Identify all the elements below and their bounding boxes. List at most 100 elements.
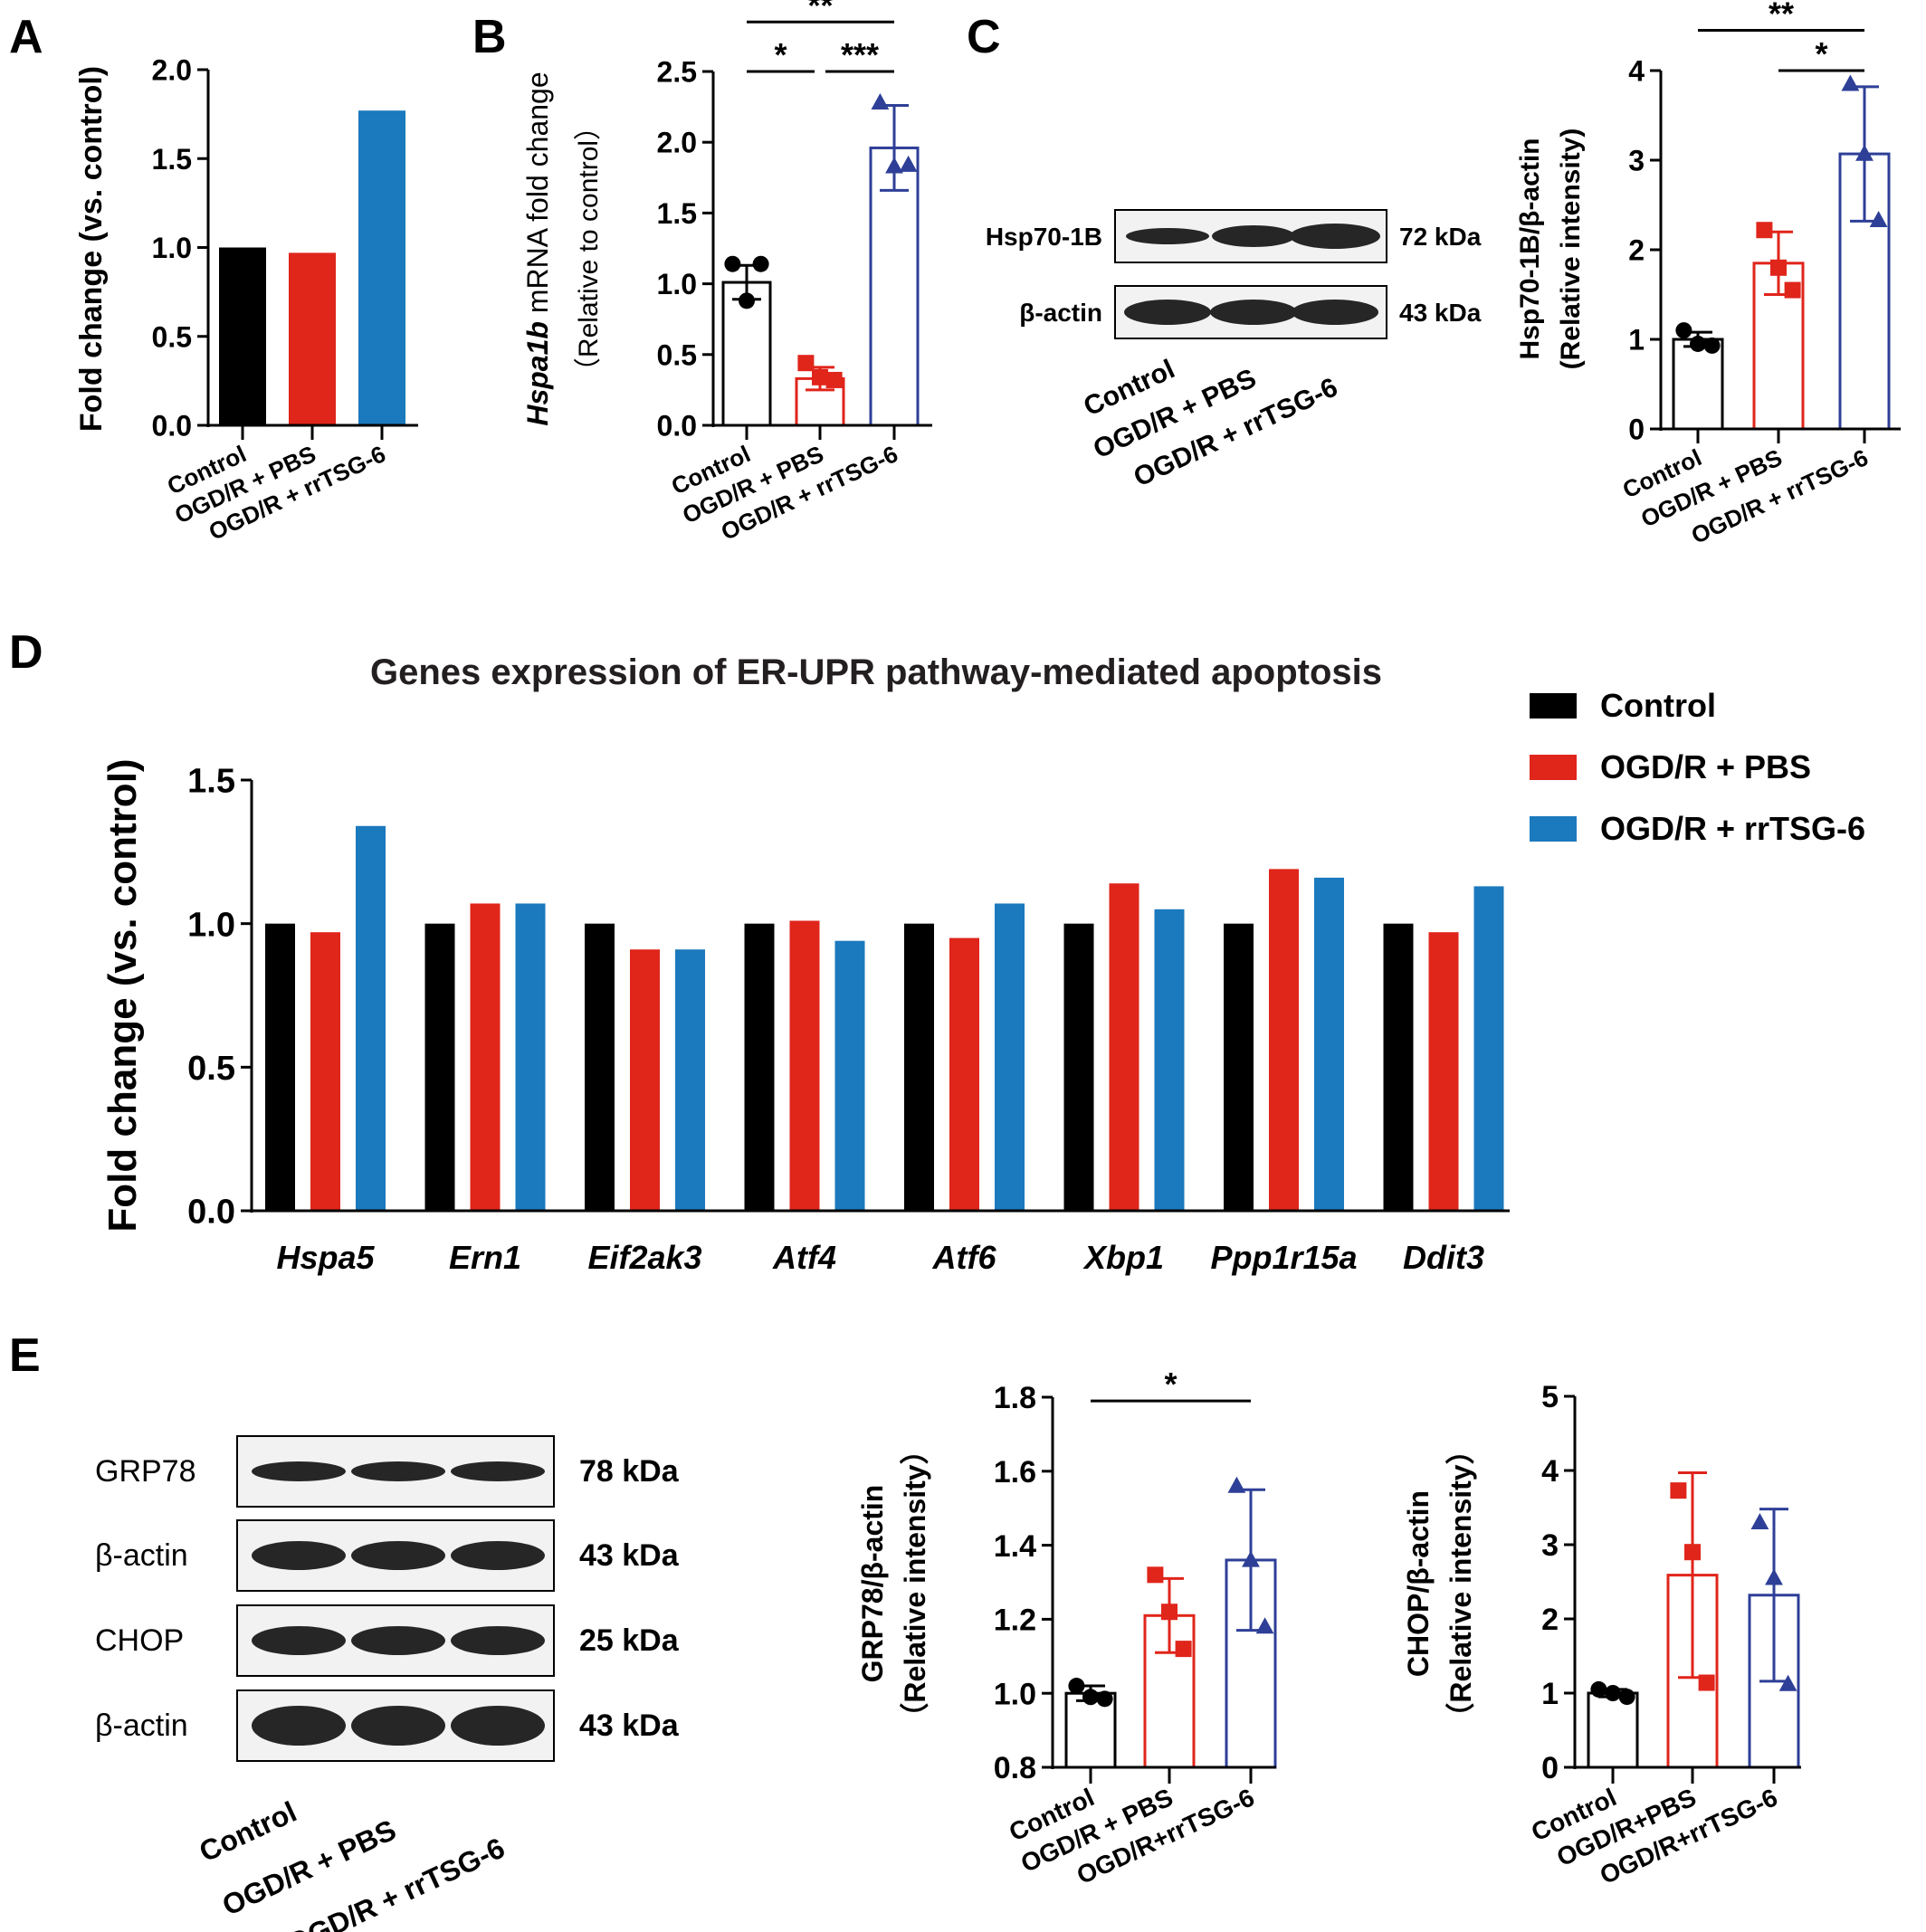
panel-a-bar [358, 110, 405, 425]
panel-e-blot-band [252, 1461, 346, 1481]
panel-b-dot [825, 371, 843, 388]
panel-b-dot [739, 292, 755, 309]
panel-e2-dot [1698, 1674, 1715, 1691]
panel-d-bar [949, 937, 979, 1211]
panel-b-significance-label: *** [841, 36, 879, 73]
panel-b-significance-label: * [774, 36, 787, 73]
panel-d-x-tick-label: Xbp1 [1082, 1239, 1164, 1276]
panel-d-y-tick-label: 1.0 [187, 906, 235, 944]
panel-d-bar [904, 923, 934, 1211]
panel-b-y-tick-label: 2.0 [657, 127, 697, 159]
panel-letter-e: E [9, 1329, 41, 1382]
panel-a-y-axis-label: Fold change (vs. control) [74, 66, 109, 432]
panel-c-dot [1841, 74, 1860, 91]
panel-e2-y-tick-label: 5 [1541, 1380, 1559, 1414]
panel-b-dot [797, 355, 815, 372]
panel-d-legend-swatch [1530, 693, 1577, 719]
panel-d-bar [1063, 923, 1094, 1211]
panel-c-y-tick-label: 4 [1628, 55, 1645, 88]
panel-c-dot [1675, 322, 1692, 339]
panel-letter-c: C [967, 11, 1001, 63]
panel-d-bar [1269, 869, 1299, 1211]
panel-c-significance-label: ** [1769, 0, 1794, 32]
panel-d-bar [834, 940, 865, 1211]
panel-e2-dot [1618, 1689, 1635, 1706]
panel-e1-significance-label: * [1164, 1366, 1177, 1403]
panel-d-y-tick-label: 1.5 [187, 763, 235, 801]
panel-e-blot-kda-label: 43 kDa [579, 1708, 680, 1743]
panel-c-blot-kda-label: 43 kDa [1399, 299, 1482, 327]
panel-b-y-axis-label-2: （Relative to control） [574, 113, 604, 385]
panel-e-blot-kda-label: 78 kDa [579, 1454, 680, 1489]
panel-d-bar [1473, 886, 1504, 1211]
panel-b-dot [812, 368, 828, 385]
panel-e-chop-chart: 012345ControlOGD/R+PBSOGD/R+rrTSG-6CHOP/… [1402, 1380, 1801, 1889]
panel-c-blot-band [1212, 225, 1295, 247]
panel-c-blot-band [1290, 224, 1380, 249]
panel-e2-dot [1670, 1482, 1687, 1499]
panel-e2-dot [1778, 1674, 1797, 1691]
panel-d-legend-swatch [1530, 816, 1577, 842]
panel-d-bar [1428, 932, 1459, 1211]
panel-e-blot-lane-label: Control [195, 1795, 301, 1869]
panel-e2-y-tick-label: 1 [1541, 1677, 1559, 1711]
panel-d-bar [1109, 883, 1139, 1211]
panel-e-western-blot: GRP78 78 kDa β-actin 43 kDa CHOP 25 kDa β-acti… [95, 1435, 680, 1932]
panel-d-bar [744, 923, 775, 1211]
panel-e2-dot [1750, 1513, 1769, 1530]
panel-e-blot-row-label: β-actin [95, 1708, 188, 1743]
panel-a-y-tick-label: 2.0 [152, 54, 192, 87]
panel-c-y-tick-label: 1 [1628, 324, 1645, 357]
panel-e-blot-band [451, 1706, 545, 1746]
panel-d-x-tick-label: Ppp1r15a [1210, 1239, 1357, 1276]
panel-e2-dot [1605, 1685, 1621, 1701]
panel-b-dot [752, 255, 769, 272]
panel-e-blot-band [252, 1626, 346, 1655]
panel-d-bar [310, 932, 340, 1211]
panel-c-y-axis-label-2: (Relative intensity) [1556, 128, 1586, 370]
panel-c-y-tick-label: 3 [1628, 145, 1645, 177]
panel-c-blot-band [1210, 300, 1297, 325]
panel-e2-y-axis-label: CHOP/β-actin [1402, 1490, 1435, 1677]
panel-c-dot [1690, 335, 1706, 352]
panel-d-legend-label: OGD/R + PBS [1600, 748, 1811, 785]
panel-e-blot-row-label: β-actin [95, 1538, 188, 1573]
panel-e-blot-band [451, 1461, 545, 1481]
panel-a-y-tick-label: 1.5 [152, 143, 192, 176]
panel-d-bar [424, 923, 455, 1211]
panel-letter-a: A [9, 11, 43, 63]
panel-d-bar [1383, 923, 1414, 1211]
panel-e2-dot [1765, 1568, 1783, 1585]
panel-d-bar [470, 903, 501, 1211]
panel-d-y-tick-label: 0.0 [187, 1194, 235, 1232]
panel-a-y-tick-label: 0.0 [152, 410, 192, 443]
panel-e1-y-tick-label: 1.2 [994, 1604, 1036, 1638]
panel-e2-y-tick-label: 3 [1541, 1528, 1559, 1563]
panel-d-x-tick-label: Ddit3 [1403, 1239, 1484, 1276]
panel-e-blot-band [252, 1706, 346, 1746]
panel-b-y-tick-label: 0.5 [657, 338, 697, 371]
panel-e1-dot [1147, 1566, 1164, 1584]
panel-b-dot [885, 157, 903, 174]
panel-d-legend-label: OGD/R + rrTSG-6 [1600, 810, 1865, 847]
panel-e1-dot [1161, 1604, 1178, 1621]
panel-e-blot-band [451, 1626, 545, 1655]
panel-d-bar [1314, 877, 1344, 1211]
panel-e1-y-tick-label: 1.6 [994, 1455, 1036, 1489]
panel-d-x-tick-label: Atf4 [772, 1239, 836, 1276]
panel-e-blot-band [351, 1461, 445, 1481]
panel-b-y-axis-label: Hspa1b mRNA fold change [521, 71, 554, 425]
panel-b-y-tick-label: 1.0 [657, 268, 697, 300]
panel-d-chart: Hspa5 Ern1 Eif2ak3 Atf4 Atf6 Xbp1 Ppp1r15a Ddit… [100, 758, 1510, 1276]
panel-c-blot-band [1124, 300, 1211, 325]
panel-a-y-tick-label: 0.5 [152, 320, 192, 353]
panel-b-y-tick-label: 0.0 [657, 410, 697, 443]
panel-b-y-tick-label: 1.5 [657, 197, 697, 230]
panel-b-dot [871, 93, 890, 110]
panel-d-bar [356, 825, 386, 1211]
panel-d-bar [995, 903, 1025, 1211]
